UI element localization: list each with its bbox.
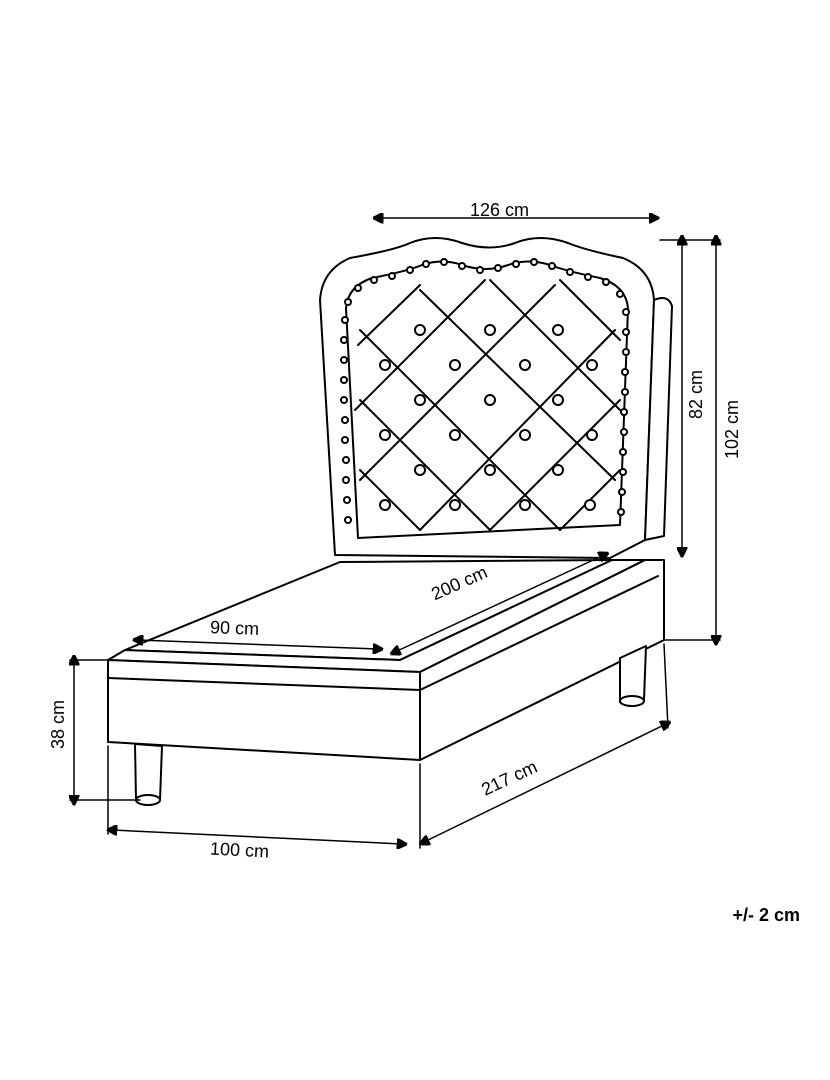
tolerance-note: +/- 2 cm <box>732 905 800 926</box>
dim-mattress-width: 90 cm <box>210 617 260 640</box>
dim-total-height: 102 cm <box>722 400 743 459</box>
dim-headboard-height: 82 cm <box>686 370 707 419</box>
dim-frame-width: 100 cm <box>209 838 269 862</box>
diagram-stage: 126 cm 82 cm 102 cm 200 cm 90 cm 38 cm 1… <box>0 0 830 1080</box>
dim-base-height: 38 cm <box>48 700 69 749</box>
dim-headboard-width: 126 cm <box>470 200 529 221</box>
bed-drawing <box>0 0 830 1080</box>
